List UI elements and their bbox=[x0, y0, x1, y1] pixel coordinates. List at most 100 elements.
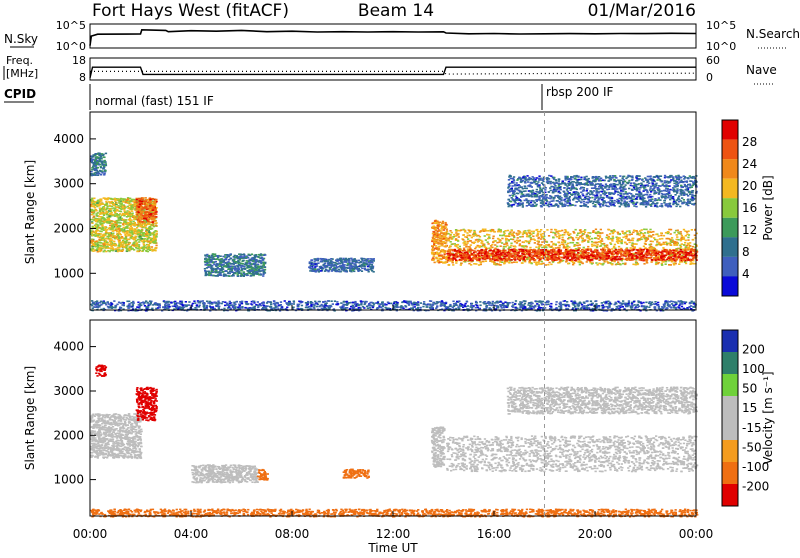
heatmap-cell bbox=[577, 233, 579, 235]
heatmap-cell bbox=[604, 246, 606, 248]
heatmap-cell bbox=[503, 256, 505, 258]
heatmap-cell bbox=[683, 229, 685, 231]
heatmap-cell bbox=[674, 243, 676, 245]
heatmap-cell bbox=[613, 229, 615, 231]
heatmap-cell bbox=[120, 202, 122, 204]
cpid-segment-1-label: normal (fast) 151 IF bbox=[95, 94, 214, 108]
heatmap-cell bbox=[93, 169, 95, 171]
heatmap-cell bbox=[96, 243, 98, 245]
heatmap-cell bbox=[118, 214, 120, 216]
heatmap-cell bbox=[330, 267, 332, 269]
heatmap-cell bbox=[436, 252, 438, 254]
heatmap-cell bbox=[475, 239, 477, 241]
heatmap-cell bbox=[150, 217, 152, 219]
heatmap-cell bbox=[508, 262, 510, 264]
heatmap-cell bbox=[149, 233, 151, 235]
heatmap-cell bbox=[317, 258, 319, 260]
heatmap-cell bbox=[129, 218, 131, 220]
heatmap-cell bbox=[533, 231, 535, 233]
heatmap-cell bbox=[643, 235, 645, 237]
heatmap-cell bbox=[482, 229, 484, 231]
heatmap-cell bbox=[503, 259, 505, 261]
heatmap-cell bbox=[680, 246, 682, 248]
heatmap-cell bbox=[561, 241, 563, 243]
heatmap-cell bbox=[557, 247, 559, 249]
heatmap-cell bbox=[348, 260, 350, 262]
heatmap-cell bbox=[117, 235, 119, 237]
cpid-row: normal (fast) 151 IF rbsp 200 IF bbox=[90, 84, 613, 110]
heatmap-cell bbox=[114, 235, 116, 237]
heatmap-cell bbox=[656, 244, 658, 246]
heatmap-cell bbox=[113, 241, 115, 243]
heatmap-cell bbox=[465, 246, 467, 248]
heatmap-cell bbox=[218, 271, 220, 273]
heatmap-cell bbox=[505, 243, 507, 245]
heatmap-cell bbox=[590, 257, 592, 259]
heatmap-cell bbox=[314, 263, 316, 265]
heatmap-cell bbox=[143, 218, 145, 220]
heatmap-cell bbox=[451, 232, 453, 234]
heatmap-cell bbox=[342, 269, 344, 271]
heatmap-cell bbox=[435, 245, 437, 247]
heatmap-cell bbox=[579, 244, 581, 246]
heatmap-cell bbox=[103, 247, 105, 249]
heatmap-cell bbox=[481, 261, 483, 263]
heatmap-cell bbox=[662, 247, 664, 249]
heatmap-cell bbox=[121, 219, 123, 221]
heatmap-cell bbox=[517, 237, 519, 239]
heatmap-cell bbox=[254, 263, 256, 265]
heatmap-cell bbox=[101, 172, 103, 174]
heatmap-cell bbox=[155, 234, 157, 236]
heatmap-cell bbox=[106, 246, 108, 248]
heatmap-cell bbox=[445, 222, 447, 224]
heatmap-cell bbox=[368, 271, 370, 273]
heatmap-cell bbox=[517, 241, 519, 243]
heatmap-cell bbox=[116, 228, 118, 230]
heatmap-cell bbox=[257, 260, 259, 262]
heatmap-cell bbox=[477, 245, 479, 247]
heatmap-cell bbox=[228, 275, 230, 277]
heatmap-cell bbox=[464, 231, 466, 233]
heatmap-cell bbox=[496, 242, 498, 244]
heatmap-cell bbox=[93, 210, 95, 212]
heatmap-cell bbox=[318, 268, 320, 270]
heatmap-cell bbox=[596, 247, 598, 249]
heatmap-cell bbox=[557, 233, 559, 235]
heatmap-cell bbox=[431, 223, 433, 225]
heatmap-cell bbox=[482, 244, 484, 246]
heatmap-cell bbox=[542, 236, 544, 238]
heatmap-cell bbox=[90, 160, 92, 162]
heatmap-cell bbox=[95, 169, 97, 171]
heatmap-cell bbox=[232, 274, 234, 276]
heatmap-cell bbox=[455, 232, 457, 234]
heatmap-cell bbox=[543, 245, 545, 247]
heatmap-cell bbox=[133, 230, 135, 232]
heatmap-cell bbox=[579, 232, 581, 234]
heatmap-cell bbox=[145, 247, 147, 249]
heatmap-cell bbox=[624, 263, 626, 265]
heatmap-cell bbox=[370, 258, 372, 260]
heatmap-cell bbox=[621, 243, 623, 245]
heatmap-cell bbox=[153, 207, 155, 209]
heatmap-cell bbox=[449, 245, 451, 247]
heatmap-cell bbox=[595, 262, 597, 264]
heatmap-cell bbox=[96, 164, 98, 166]
heatmap-cell bbox=[120, 205, 122, 207]
heatmap-cell bbox=[599, 241, 601, 243]
heatmap-cell bbox=[674, 232, 676, 234]
heatmap-cell bbox=[154, 220, 156, 222]
heatmap-cell bbox=[577, 239, 579, 241]
heatmap-cell bbox=[463, 242, 465, 244]
heatmap-cell bbox=[97, 236, 99, 238]
heatmap-cell bbox=[139, 230, 141, 232]
heatmap-cell bbox=[141, 212, 143, 214]
heatmap-cell bbox=[101, 164, 103, 166]
heatmap-cell bbox=[649, 229, 651, 231]
heatmap-cell bbox=[98, 239, 100, 241]
heatmap-cell bbox=[120, 198, 122, 200]
heatmap-cell bbox=[691, 229, 693, 231]
heatmap-cell bbox=[650, 235, 652, 237]
heatmap-cell bbox=[235, 268, 237, 270]
heatmap-cell bbox=[567, 263, 569, 265]
heatmap-cell bbox=[95, 172, 97, 174]
